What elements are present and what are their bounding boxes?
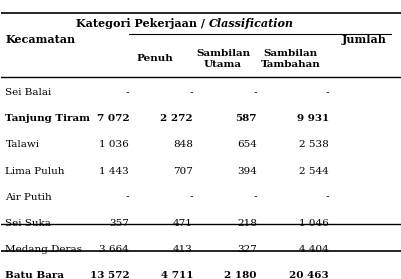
Text: 327: 327 [237, 245, 256, 254]
Text: 848: 848 [173, 140, 192, 150]
Text: 1 046: 1 046 [298, 219, 328, 228]
Text: 2 538: 2 538 [298, 140, 328, 150]
Text: -: - [189, 193, 192, 202]
Text: -: - [324, 193, 328, 202]
Text: 13 572: 13 572 [89, 271, 129, 279]
Text: Classification: Classification [209, 18, 293, 29]
Text: Sei Suka: Sei Suka [5, 219, 51, 228]
Text: Batu Bara: Batu Bara [5, 271, 64, 279]
Text: Sei Balai: Sei Balai [5, 88, 51, 97]
Text: -: - [253, 193, 256, 202]
Text: 3 664: 3 664 [99, 245, 129, 254]
Text: Talawi: Talawi [5, 140, 39, 150]
Text: Lima Puluh: Lima Puluh [5, 167, 65, 175]
Text: 357: 357 [109, 219, 129, 228]
Text: 394: 394 [237, 167, 256, 175]
Text: 4 404: 4 404 [298, 245, 328, 254]
Text: -: - [189, 88, 192, 97]
Text: -: - [126, 193, 129, 202]
Text: Tanjung Tiram: Tanjung Tiram [5, 114, 90, 123]
Text: 2 544: 2 544 [298, 167, 328, 175]
Text: 7 072: 7 072 [96, 114, 129, 123]
Text: Medang Deras: Medang Deras [5, 245, 82, 254]
Text: 471: 471 [173, 219, 192, 228]
Text: -: - [324, 88, 328, 97]
Text: 707: 707 [173, 167, 192, 175]
Text: -: - [126, 88, 129, 97]
Text: Jumlah: Jumlah [341, 34, 386, 45]
Text: Kecamatan: Kecamatan [5, 34, 75, 45]
Text: 2 272: 2 272 [160, 114, 192, 123]
Text: -: - [253, 88, 256, 97]
Text: Sambilan
Utama: Sambilan Utama [195, 49, 249, 69]
Text: 654: 654 [237, 140, 256, 150]
Text: 4 711: 4 711 [160, 271, 192, 279]
Text: 218: 218 [237, 219, 256, 228]
Text: Penuh: Penuh [136, 54, 173, 63]
Text: 413: 413 [173, 245, 192, 254]
Text: 9 931: 9 931 [296, 114, 328, 123]
Text: 20 463: 20 463 [288, 271, 328, 279]
Text: 1 036: 1 036 [99, 140, 129, 150]
Text: Sambilan
Tambahan: Sambilan Tambahan [260, 49, 320, 69]
Text: Kategori Pekerjaan /: Kategori Pekerjaan / [76, 18, 209, 29]
Text: 587: 587 [235, 114, 256, 123]
Text: 2 180: 2 180 [224, 271, 256, 279]
Text: Air Putih: Air Putih [5, 193, 52, 202]
Text: 1 443: 1 443 [99, 167, 129, 175]
